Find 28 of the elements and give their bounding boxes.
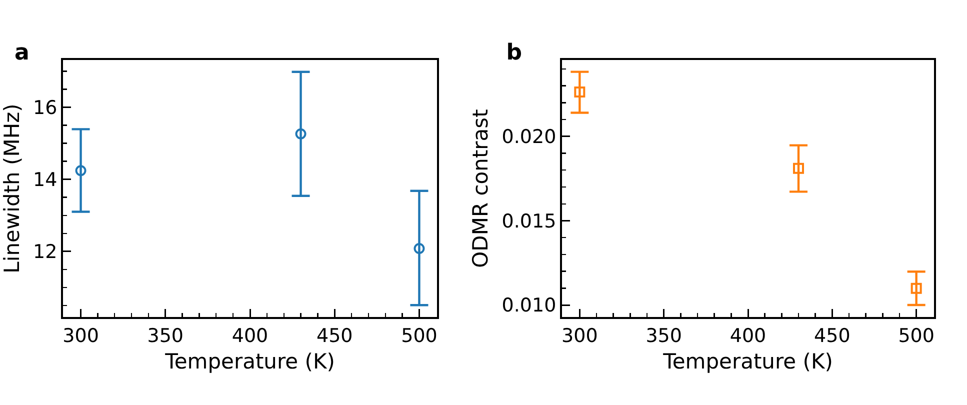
y-tick-label: 16 (33, 96, 58, 119)
y-tick-label: 12 (33, 241, 58, 264)
y-tick-label: 0.010 (502, 294, 556, 317)
x-tick-label: 400 (232, 324, 268, 347)
point (910, 282, 922, 294)
point (414, 243, 425, 254)
x-tick-label: 300 (62, 324, 99, 347)
x-tick-label: 350 (147, 324, 184, 347)
x-axis-title: Temperature (K) (164, 350, 335, 374)
x-axis-title: Temperature (K) (662, 350, 833, 374)
point (793, 162, 804, 174)
chart-title: a (14, 40, 30, 66)
point (574, 86, 586, 98)
x-tick-label: 400 (730, 324, 766, 347)
x-tick-label: 300 (562, 324, 598, 347)
y-axis-title: Linewidth (MHz) (0, 104, 24, 274)
point (75, 165, 86, 176)
x-tick-label: 500 (401, 324, 438, 347)
x-tick-label: 450 (316, 324, 353, 347)
y-tick-label: 0.015 (502, 210, 556, 232)
y-tick-label: 0.020 (502, 126, 556, 148)
x-tick-label: 450 (814, 324, 850, 347)
y-tick-label: 14 (33, 168, 58, 191)
x-tick-label: 350 (646, 324, 682, 347)
chart-title: b (506, 40, 522, 66)
point (295, 128, 306, 140)
y-axis-title: ODMR contrast (468, 109, 492, 268)
x-tick-label: 500 (898, 324, 934, 347)
